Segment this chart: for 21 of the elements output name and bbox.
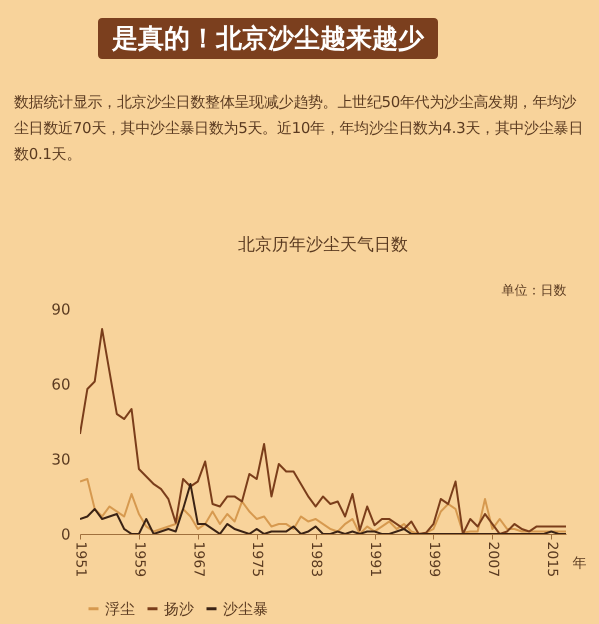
x-axis-title: 年: [572, 556, 586, 572]
x-tick-label: 1951: [72, 542, 88, 578]
y-tick-label: 0: [60, 526, 70, 544]
chart-subtitle: 数据统计显示，北京沙尘日数整体呈现减少趋势。上世纪50年代为沙尘高发期，年均沙尘日数近70天，其中沙尘暴日数为5天。近10年，年均沙尘日数为4.3天，其中沙尘暴日数0.1天。: [14, 92, 584, 165]
y-axis-title: 单位：日数: [502, 284, 566, 298]
x-tick-label: 1983: [308, 542, 324, 578]
y-tick-label: 60: [51, 376, 70, 394]
x-tick-label: 1967: [190, 542, 206, 578]
x-tick-label: 1975: [249, 542, 266, 578]
x-tick-label: 2015: [544, 542, 560, 578]
legend-label: 扬沙: [164, 600, 194, 618]
x-tick-label: 2007: [484, 542, 501, 578]
legend-label: 沙尘暴: [223, 600, 268, 618]
chart-title: 是真的！北京沙尘越来越少: [98, 18, 438, 59]
legend-label: 浮尘: [105, 600, 135, 618]
text: 北京历年沙尘天气日数: [238, 235, 408, 255]
y-tick-label: 30: [51, 450, 70, 468]
x-tick-label: 1959: [131, 542, 148, 578]
x-tick-label: 1991: [367, 542, 384, 578]
y-tick-label: 90: [51, 300, 70, 318]
x-tick-label: 1999: [426, 542, 442, 578]
